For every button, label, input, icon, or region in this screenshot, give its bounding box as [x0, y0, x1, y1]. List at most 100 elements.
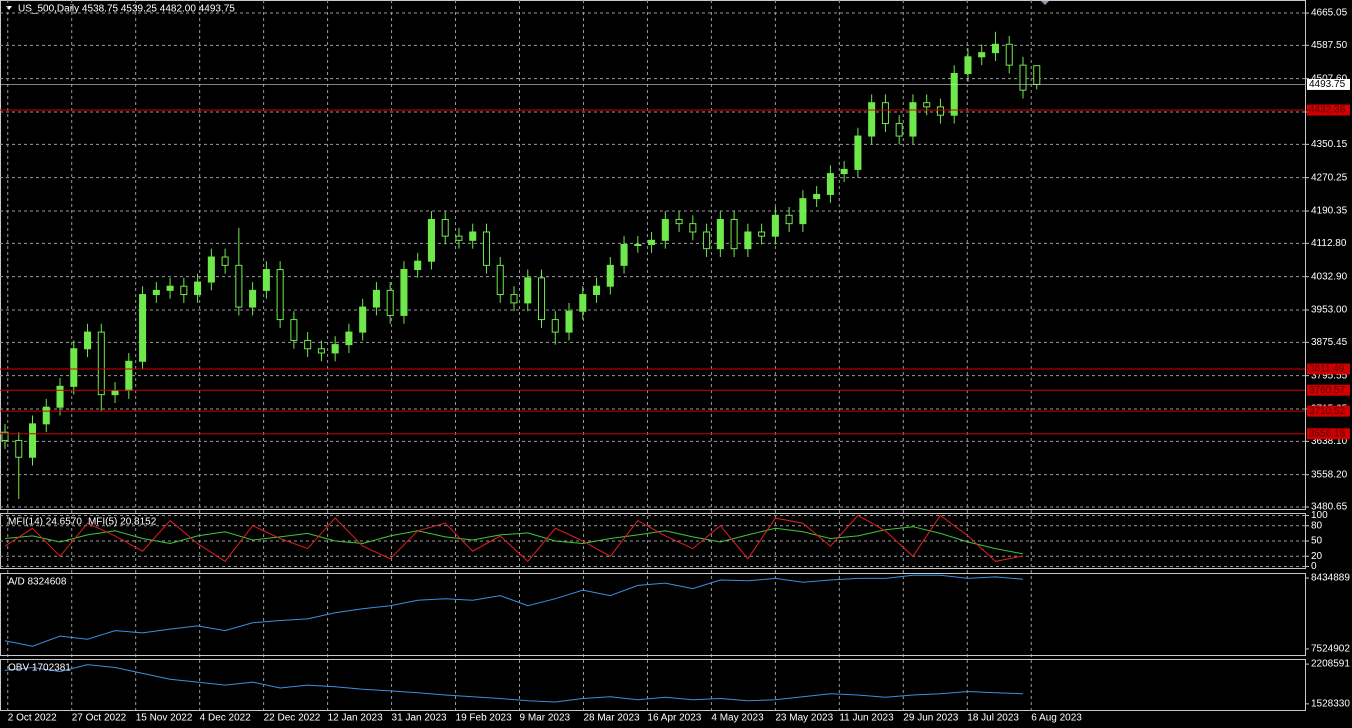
- candle-body: [771, 214, 779, 237]
- level-label: 3760.57: [1309, 385, 1346, 396]
- candle-body: [634, 244, 642, 247]
- candle-body: [469, 231, 477, 241]
- candle-body: [455, 235, 463, 241]
- y-tick-label: 4112.80: [1311, 238, 1347, 249]
- x-tick-label: 31 Jan 2023: [392, 713, 447, 724]
- candle-body: [304, 339, 312, 350]
- x-tick-label: 19 Feb 2023: [456, 713, 513, 724]
- level-label: 3656.18: [1309, 428, 1346, 439]
- candle-body: [730, 218, 738, 250]
- candle-body: [661, 218, 669, 241]
- candle-body: [1005, 43, 1013, 66]
- candle-body: [648, 239, 656, 246]
- candle-body: [166, 285, 174, 291]
- indicator-line: [4, 574, 1024, 647]
- candle-body: [606, 264, 614, 287]
- candle-body: [895, 123, 903, 137]
- candle-body: [909, 102, 917, 137]
- last-price-box: [1307, 78, 1350, 90]
- candle-body: [482, 231, 491, 266]
- y-tick-label: 80: [1311, 520, 1323, 531]
- candle-body: [936, 106, 944, 116]
- candle-body: [221, 256, 229, 266]
- y-tick-label: 0: [1311, 561, 1317, 572]
- y-tick-label: 3558.20: [1311, 469, 1348, 480]
- candle-body: [813, 193, 821, 200]
- y-tick-label: 2208591: [1311, 659, 1350, 670]
- level-label: 4432.36: [1309, 105, 1346, 116]
- y-tick-label: 50: [1311, 536, 1323, 547]
- candle-body: [386, 289, 394, 316]
- candle-body: [620, 244, 628, 266]
- x-tick-label: 22 Dec 2022: [264, 713, 321, 724]
- level-label-box: [1307, 363, 1350, 375]
- indicator-line: [4, 526, 1024, 555]
- y-tick-label: 4350.15: [1311, 139, 1348, 150]
- candle-body: [1033, 65, 1041, 85]
- y-tick-label: 3875.45: [1311, 337, 1348, 348]
- candle-body: [290, 319, 298, 341]
- candle-body: [207, 256, 215, 283]
- x-tick-label: 16 Apr 2023: [647, 713, 701, 724]
- x-tick-label: 15 Nov 2022: [136, 713, 193, 724]
- y-tick-label: 4507.60: [1311, 73, 1348, 84]
- candle-body: [868, 102, 876, 137]
- legend-entry: A/D 8324608: [8, 577, 67, 588]
- y-tick-label: 4032.90: [1311, 271, 1348, 282]
- panel-frame: [0, 659, 1306, 711]
- chart-title: US_500,Daily 4538.75 4539.25 4482.00 449…: [18, 4, 235, 15]
- candle-body: [84, 331, 92, 350]
- candle-body: [799, 198, 807, 225]
- indicator-line: [4, 514, 1024, 563]
- candle-body: [125, 360, 133, 391]
- level-label: 3811.49: [1309, 364, 1345, 375]
- candle-body: [56, 385, 64, 408]
- candle-body: [565, 310, 573, 333]
- level-label-box: [1307, 405, 1350, 417]
- candle-body: [441, 218, 449, 237]
- candle-body: [359, 306, 367, 333]
- candle-body: [345, 331, 353, 346]
- candle-body: [964, 56, 972, 74]
- candle-body: [111, 389, 119, 396]
- y-tick-label: 4190.35: [1311, 206, 1348, 217]
- candle-body: [317, 348, 325, 354]
- y-tick-label: 4665.05: [1311, 8, 1348, 19]
- y-tick-label: 3795.55: [1311, 370, 1348, 381]
- candle-body: [400, 269, 408, 316]
- y-tick-label: 20: [1311, 551, 1323, 562]
- y-tick-label: 4587.50: [1311, 40, 1348, 51]
- y-tick-label: 3638.10: [1311, 436, 1348, 447]
- candle-body: [180, 285, 188, 296]
- shift-marker: [1040, 0, 1050, 5]
- candle-body: [579, 294, 587, 312]
- candle-body: [331, 344, 339, 354]
- candle-body: [978, 52, 986, 58]
- y-tick-label: 1528330: [1311, 699, 1350, 710]
- candle-body: [881, 102, 889, 125]
- y-tick-label: 7524902: [1311, 644, 1350, 655]
- x-tick-label: 23 May 2023: [775, 713, 833, 724]
- candle-body: [249, 289, 257, 308]
- candle-body: [496, 264, 504, 296]
- x-tick-label: 28 Mar 2023: [583, 713, 640, 724]
- legend-entry: OBV 1702381: [8, 663, 71, 674]
- candle-body: [950, 72, 958, 116]
- candle-body: [510, 294, 518, 304]
- y-tick-label: 3953.00: [1311, 305, 1348, 316]
- candle-body: [703, 231, 711, 250]
- level-label: 3710.52: [1309, 406, 1346, 417]
- candle-body: [427, 218, 435, 262]
- candle-body: [537, 277, 546, 321]
- candle-body: [758, 231, 766, 237]
- candle-body: [152, 289, 160, 296]
- candle-body: [1, 431, 9, 442]
- candle-body: [716, 218, 724, 250]
- candle-body: [262, 269, 270, 291]
- x-tick-label: 9 Mar 2023: [519, 713, 570, 724]
- y-tick-label: 8434889: [1311, 573, 1350, 584]
- x-tick-label: 2 Oct 2022: [8, 713, 57, 724]
- x-tick-label: 6 Aug 2023: [1031, 713, 1082, 724]
- candle-body: [414, 260, 422, 271]
